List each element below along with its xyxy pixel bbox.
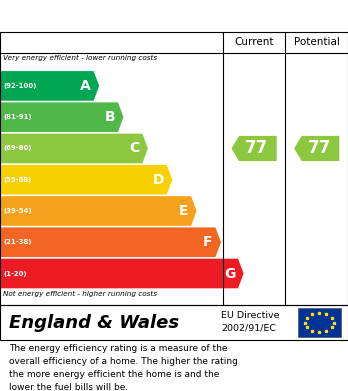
- Polygon shape: [0, 165, 172, 195]
- Text: D: D: [152, 173, 164, 187]
- Text: (1-20): (1-20): [3, 271, 27, 276]
- Text: (55-68): (55-68): [3, 177, 32, 183]
- Text: Energy Efficiency Rating: Energy Efficiency Rating: [9, 9, 230, 24]
- Text: (69-80): (69-80): [3, 145, 32, 151]
- Text: 77: 77: [245, 140, 268, 158]
- Text: Not energy efficient - higher running costs: Not energy efficient - higher running co…: [3, 291, 158, 297]
- Text: Potential: Potential: [294, 37, 340, 47]
- Polygon shape: [0, 196, 197, 226]
- Text: England & Wales: England & Wales: [9, 314, 179, 332]
- Text: EU Directive
2002/91/EC: EU Directive 2002/91/EC: [221, 312, 279, 332]
- Polygon shape: [0, 102, 124, 132]
- Text: F: F: [203, 235, 213, 249]
- Text: (92-100): (92-100): [3, 83, 37, 89]
- Text: The energy efficiency rating is a measure of the
overall efficiency of a home. T: The energy efficiency rating is a measur…: [9, 344, 238, 391]
- Text: (81-91): (81-91): [3, 114, 32, 120]
- Text: (39-54): (39-54): [3, 208, 32, 214]
- Text: B: B: [104, 110, 115, 124]
- Polygon shape: [231, 136, 277, 161]
- Text: A: A: [80, 79, 91, 93]
- Text: E: E: [179, 204, 188, 218]
- Text: C: C: [129, 142, 140, 156]
- Polygon shape: [0, 134, 148, 163]
- Text: Very energy efficient - lower running costs: Very energy efficient - lower running co…: [3, 55, 158, 61]
- Polygon shape: [294, 136, 339, 161]
- Bar: [298, 308, 341, 337]
- Polygon shape: [0, 71, 99, 101]
- Polygon shape: [0, 259, 244, 288]
- Text: 77: 77: [308, 140, 331, 158]
- Text: (21-38): (21-38): [3, 239, 32, 245]
- Text: G: G: [224, 267, 235, 280]
- Text: Current: Current: [234, 37, 274, 47]
- Polygon shape: [0, 228, 221, 257]
